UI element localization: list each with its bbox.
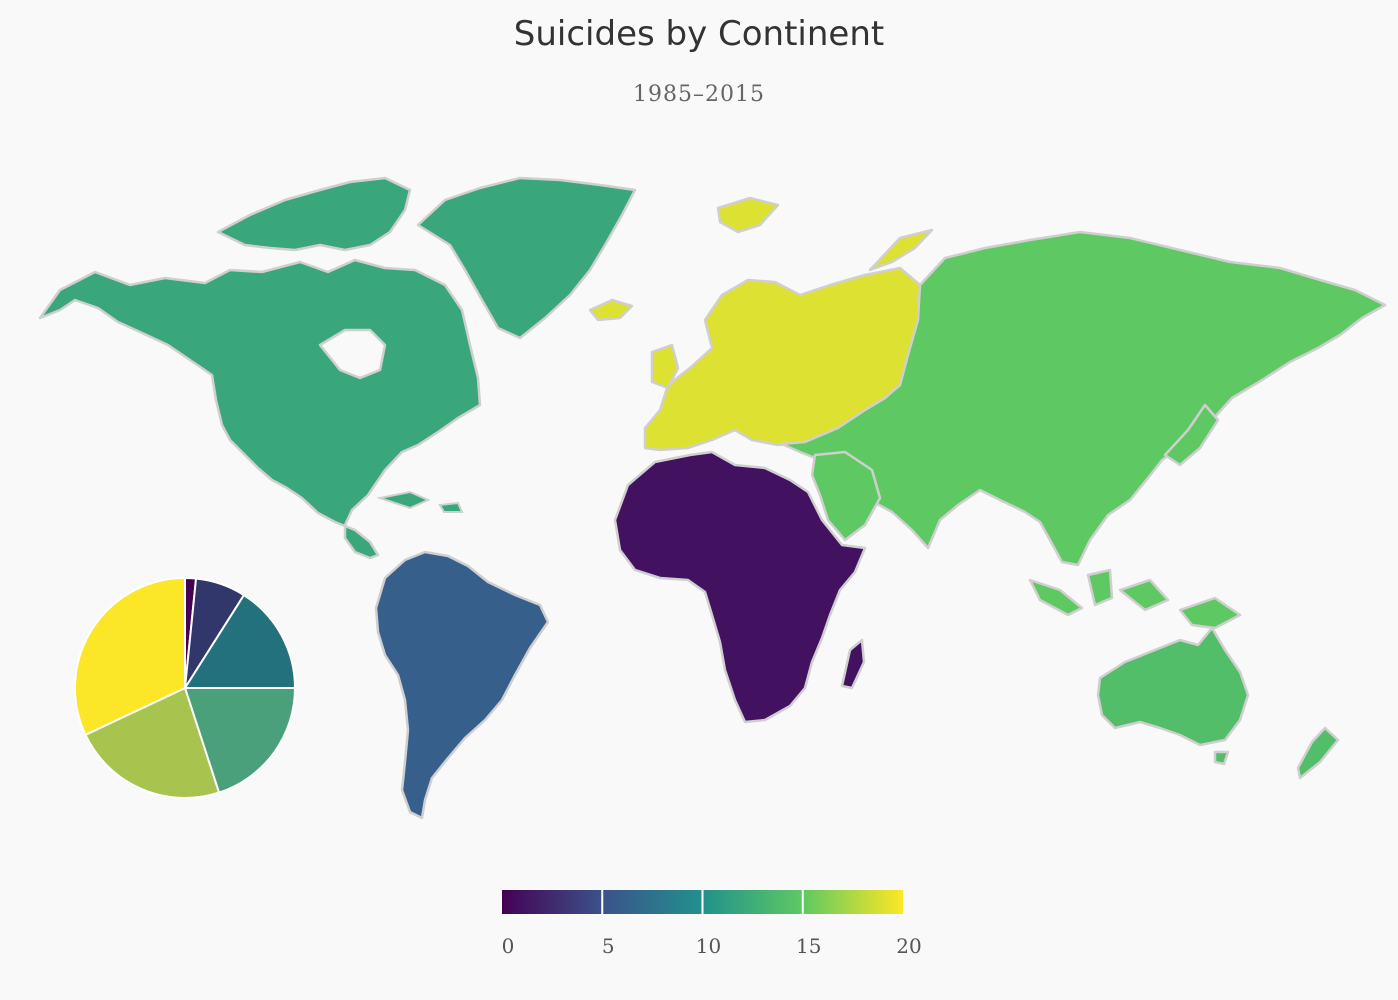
- continent-north-america[interactable]: [38, 176, 637, 560]
- legend-tick-label: 20: [896, 934, 921, 958]
- pie-slice[interactable]: [84, 686, 221, 799]
- legend-tick-label: 5: [602, 934, 615, 958]
- legend-tick-label: 15: [796, 934, 821, 958]
- legend-tick-label: 0: [502, 934, 515, 958]
- pie-slice[interactable]: [183, 687, 297, 794]
- pie-slice[interactable]: [74, 576, 186, 737]
- chart-title: Suicides by Continent: [513, 14, 885, 54]
- continent-oceania[interactable]: [1096, 626, 1340, 780]
- pie-slice[interactable]: [183, 593, 297, 689]
- legend-tick-label: 10: [696, 934, 721, 958]
- color-legend: 0 5 10 15 20: [502, 890, 922, 958]
- continent-south-america[interactable]: [374, 550, 550, 820]
- inset-pie-chart: [74, 576, 297, 799]
- chart-subtitle: 1985–2015: [633, 82, 765, 107]
- continent-africa[interactable]: [613, 450, 867, 724]
- continent-asia[interactable]: [780, 230, 1387, 630]
